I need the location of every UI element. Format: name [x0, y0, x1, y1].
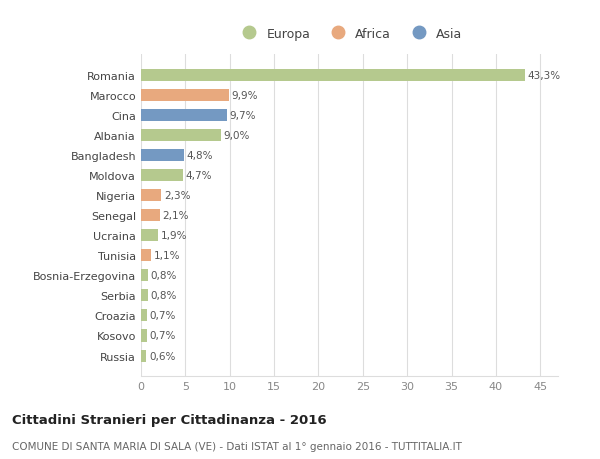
- Bar: [141, 250, 151, 262]
- Bar: [141, 150, 184, 162]
- Bar: [141, 270, 148, 282]
- Bar: [141, 230, 158, 242]
- Bar: [141, 290, 148, 302]
- Text: 2,1%: 2,1%: [162, 211, 189, 221]
- Text: 1,9%: 1,9%: [161, 231, 187, 241]
- Bar: [141, 90, 229, 102]
- Text: 0,7%: 0,7%: [150, 331, 176, 341]
- Bar: [141, 310, 147, 322]
- Bar: [141, 330, 147, 342]
- Bar: [141, 170, 182, 182]
- Text: Cittadini Stranieri per Cittadinanza - 2016: Cittadini Stranieri per Cittadinanza - 2…: [12, 413, 326, 426]
- Legend: Europa, Africa, Asia: Europa, Africa, Asia: [232, 23, 467, 46]
- Text: 0,6%: 0,6%: [149, 351, 175, 361]
- Bar: [141, 70, 525, 82]
- Bar: [141, 110, 227, 122]
- Text: 0,8%: 0,8%: [151, 291, 177, 301]
- Text: 9,0%: 9,0%: [224, 131, 250, 141]
- Bar: [141, 190, 161, 202]
- Bar: [141, 130, 221, 142]
- Bar: [141, 350, 146, 362]
- Text: 4,8%: 4,8%: [186, 151, 213, 161]
- Text: 2,3%: 2,3%: [164, 191, 191, 201]
- Text: 0,7%: 0,7%: [150, 311, 176, 321]
- Text: 43,3%: 43,3%: [528, 71, 561, 81]
- Text: 9,7%: 9,7%: [230, 111, 256, 121]
- Text: 4,7%: 4,7%: [185, 171, 212, 181]
- Text: 9,9%: 9,9%: [232, 91, 258, 101]
- Text: 0,8%: 0,8%: [151, 271, 177, 281]
- Bar: [141, 210, 160, 222]
- Text: 1,1%: 1,1%: [154, 251, 180, 261]
- Text: COMUNE DI SANTA MARIA DI SALA (VE) - Dati ISTAT al 1° gennaio 2016 - TUTTITALIA.: COMUNE DI SANTA MARIA DI SALA (VE) - Dat…: [12, 441, 462, 451]
